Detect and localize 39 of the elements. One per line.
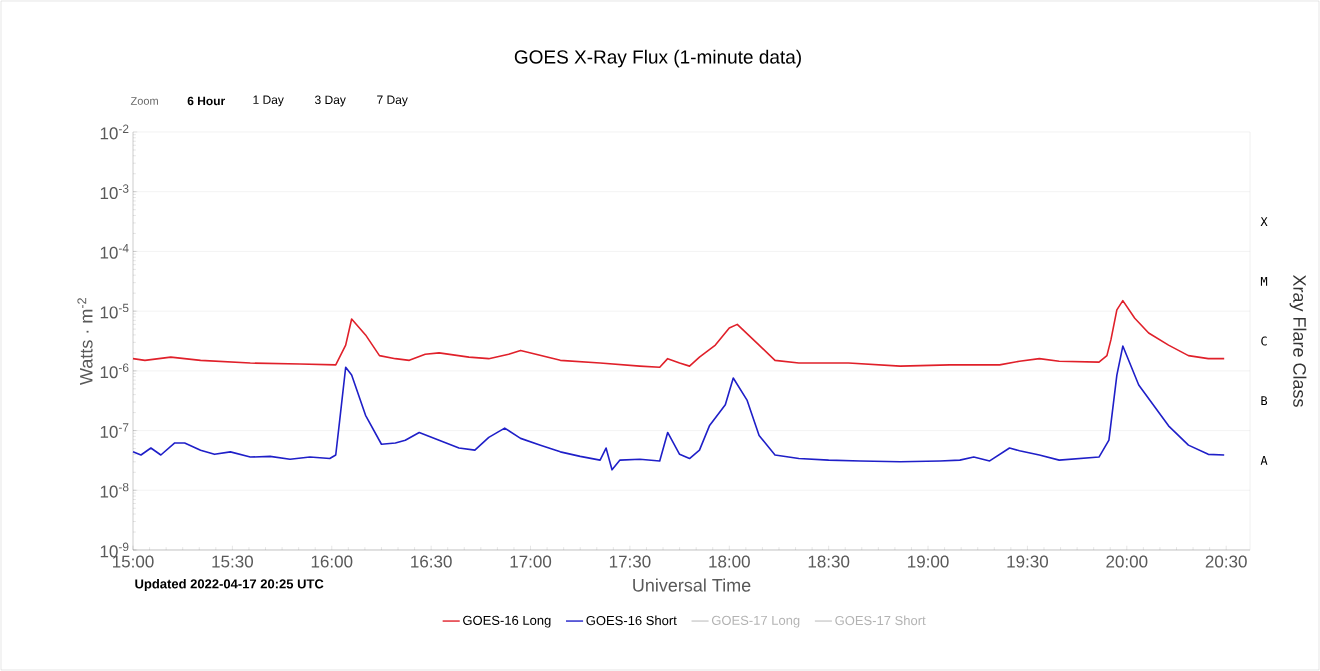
legend-label: GOES-16 Long <box>463 615 551 628</box>
x-tick-label: 20:00 <box>1106 555 1148 568</box>
line-series <box>132 345 1225 471</box>
text: A <box>1260 456 1268 465</box>
line-series <box>132 299 1225 369</box>
text: 1 Day <box>253 95 284 107</box>
x-tick-label: 18:30 <box>808 555 850 568</box>
y-tick-label: 10$^{-3}$ <box>100 184 129 200</box>
x-axis-title: Universal Time <box>633 578 751 592</box>
x-tick-label: 16:30 <box>411 555 452 568</box>
y-axis-title: Watts · m$^{-2}$ <box>77 298 93 385</box>
text: 7 Day <box>377 95 408 107</box>
text: M <box>1260 276 1268 286</box>
x-tick-label: 17:30 <box>609 555 651 568</box>
y-tick-label: 10$^{-5}$ <box>100 303 129 319</box>
legend-label: GOES-17 Long <box>711 615 800 628</box>
legend-label: GOES-16 Short <box>586 615 677 626</box>
y-tick-label: 10$^{-7}$ <box>100 423 129 438</box>
x-tick-label: 19:30 <box>1007 555 1049 568</box>
text: Updated 2022-04-17 20:25 UTC <box>135 578 324 592</box>
text: B <box>1261 396 1268 406</box>
x-tick-label: 16:00 <box>311 555 353 568</box>
text: 3 Day <box>314 95 346 107</box>
text: 6 Hour <box>187 96 226 106</box>
x-tick-label: 19:00 <box>908 555 949 568</box>
legend-label: GOES-17 Short <box>835 615 926 626</box>
x-tick-label: 15:30 <box>212 555 253 568</box>
chart-title: GOES X-Ray Flux (1-minute data) <box>514 49 801 68</box>
x-tick-label: 17:00 <box>510 555 552 568</box>
text: X <box>1260 217 1268 226</box>
y-tick-label: 10$^{-8}$ <box>100 482 129 498</box>
text: Zoom <box>130 97 158 105</box>
y-tick-label: 10$^{-6}$ <box>100 363 129 379</box>
x-tick-label: 20:30 <box>1205 555 1247 568</box>
x-tick-label: 18:00 <box>709 555 750 568</box>
text: C <box>1261 336 1267 346</box>
y-tick-label: 10$^{-4}$ <box>100 244 129 259</box>
y-tick-label: 10$^{-2}$ <box>100 124 129 140</box>
y2-axis-title: Xray Flare Class <box>1289 274 1307 407</box>
